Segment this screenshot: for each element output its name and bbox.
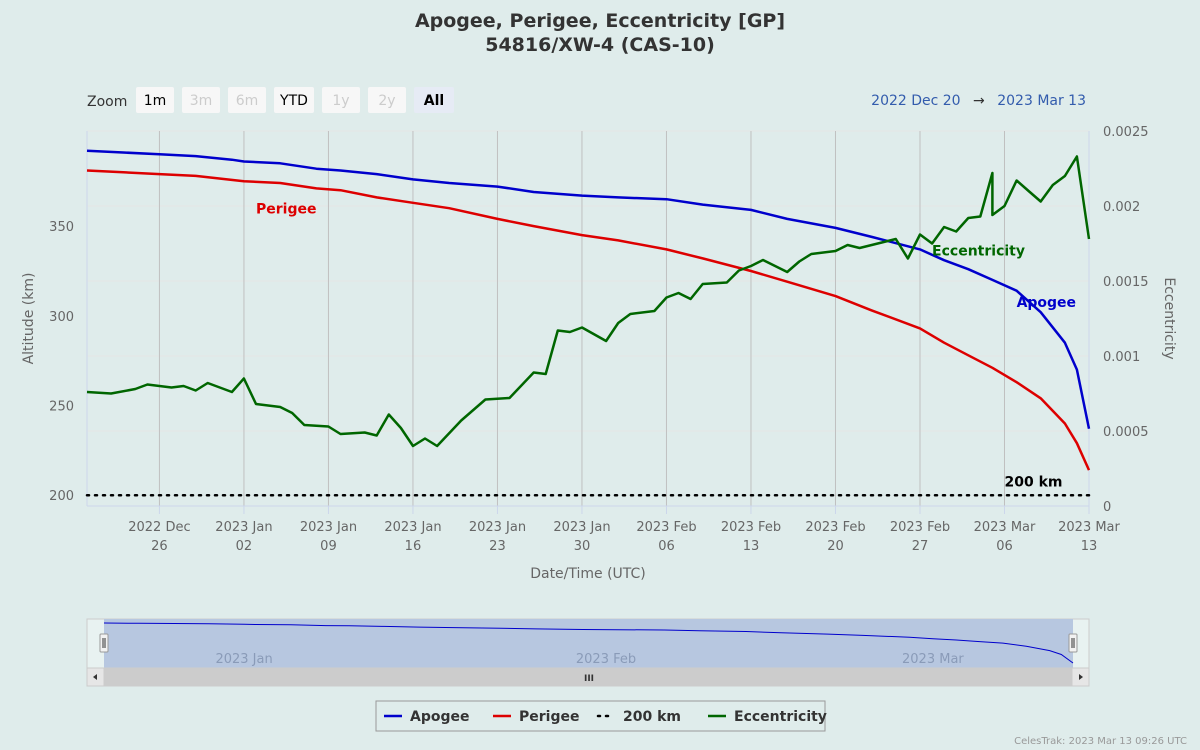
series-labels: Apogee Perigee 200 km Eccentricity — [256, 202, 1076, 491]
zoom-button-all[interactable]: All — [414, 87, 454, 113]
range-from[interactable]: 2022 Dec 20 — [871, 93, 960, 109]
navigator[interactable]: 2023 Jan 2023 Feb 2023 Mar III — [86, 618, 1090, 687]
legend-label: 200 km — [623, 709, 681, 725]
series-line-perigee — [86, 169, 1091, 471]
zoom-button-1y[interactable]: 1y — [322, 87, 360, 113]
series-label-perigee: Perigee — [256, 202, 316, 218]
zoom-button-bg — [322, 87, 360, 113]
navigator-handle-right[interactable] — [1068, 633, 1078, 653]
y2-tick-label: 0.0025 — [1103, 125, 1149, 140]
zoom-label: Zoom — [87, 94, 127, 110]
zoom-button-label: 1m — [144, 93, 167, 109]
zoom-button-label: All — [424, 93, 444, 109]
zoom-button-bg — [274, 87, 314, 113]
navigator-label: 2023 Jan — [215, 652, 272, 667]
zoom-button-label: YTD — [279, 93, 308, 109]
zoom-button-6m[interactable]: 6m — [228, 87, 266, 113]
series-group — [85, 149, 1091, 497]
handle-body — [1068, 633, 1078, 653]
x-tick-label: 2023 Jan 16 — [384, 520, 441, 554]
y-tick-label: 350 — [49, 220, 74, 235]
navigator-selection[interactable] — [104, 619, 1073, 668]
axes: 200 250 300 350 0 0.0005 0.001 0.0015 0.002 0.002… — [21, 125, 1177, 582]
zoom-button-bg — [228, 87, 266, 113]
navigator-handle-left[interactable] — [99, 633, 109, 653]
x-tick-label: 2023 Mar 06 — [974, 520, 1036, 554]
legend-label: Perigee — [519, 709, 579, 725]
x-tick-label: 2023 Feb 13 — [721, 520, 781, 554]
scrollbar-grip: III — [584, 674, 594, 684]
zoom-button-label: 3m — [190, 93, 213, 109]
x-tick-label: 2023 Mar 13 — [1058, 520, 1120, 554]
navigator-label: 2023 Feb — [576, 652, 636, 667]
y-tick-label: 250 — [49, 400, 74, 415]
navigator-label: 2023 Mar — [902, 652, 964, 667]
credit-text: CelesTrak: 2023 Mar 13 09:26 UTC — [1014, 736, 1187, 747]
scrollbar[interactable]: III — [86, 667, 1090, 687]
range-display: 2022 Dec 20 → 2023 Mar 13 — [871, 93, 1086, 109]
y-axis-title: Altitude (km) — [21, 273, 37, 365]
legend-label: Eccentricity — [734, 709, 827, 725]
legend: Apogee Perigee 200 km Eccentricity — [375, 700, 827, 732]
zoom-button-label: 2y — [378, 93, 395, 109]
x-tick-label: 2023 Jan 23 — [469, 520, 526, 554]
zoom-button-label: 6m — [236, 93, 259, 109]
x-axis-title: Date/Time (UTC) — [530, 566, 646, 582]
series-label-200-km: 200 km — [1004, 474, 1062, 490]
x-tick-label: 2023 Jan 09 — [300, 520, 357, 554]
x-tick-label: 2023 Jan 02 — [215, 520, 272, 554]
legend-item-perigee[interactable]: Perigee — [493, 709, 579, 725]
scrollbar-thumb[interactable] — [104, 668, 1073, 686]
range-arrow: → — [973, 93, 985, 109]
zoom-button-bg — [368, 87, 406, 113]
x-tick-label: 2022 Dec 26 — [128, 520, 190, 554]
chart-title: Apogee, Perigee, Eccentricity [GP] — [415, 10, 785, 32]
zoom-button-bg — [136, 87, 174, 113]
navigator-series-line — [103, 622, 1074, 664]
zoom-button-1m[interactable]: 1m — [136, 87, 174, 113]
x-tick-label: 2023 Feb 27 — [890, 520, 950, 554]
zoom-button-ytd[interactable]: YTD — [274, 87, 314, 113]
left-arrow-icon — [93, 674, 97, 680]
series-label-apogee: Apogee — [1017, 295, 1077, 311]
handle-body — [99, 633, 109, 653]
x-tick-label: 2023 Jan 30 — [553, 520, 610, 554]
legend-item-eccentricity[interactable]: Eccentricity — [708, 709, 827, 725]
range-to[interactable]: 2023 Mar 13 — [997, 93, 1086, 109]
y2-tick-label: 0 — [1103, 500, 1111, 515]
x-tick-label: 2023 Feb 20 — [805, 520, 865, 554]
series-line-eccentricity — [86, 155, 1091, 448]
series-line-apogee — [86, 149, 1091, 430]
zoom-button-label: 1y — [332, 93, 349, 109]
y2-tick-label: 0.0005 — [1103, 425, 1149, 440]
zoom-button-bg — [414, 87, 454, 113]
y2-tick-label: 0.002 — [1103, 200, 1140, 215]
legend-label: Apogee — [410, 709, 470, 725]
scrollbar-right-arrow[interactable] — [1071, 667, 1090, 687]
legend-item-apogee[interactable]: Apogee — [384, 709, 470, 725]
y-tick-label: 200 — [49, 489, 74, 504]
right-arrow-icon — [1079, 674, 1083, 680]
y2-axis-title: Eccentricity — [1161, 277, 1177, 359]
y-tick-label: 300 — [49, 310, 74, 325]
legend-box — [375, 700, 826, 732]
scrollbar-left-arrow[interactable] — [86, 667, 105, 687]
zoom-buttons: 1m 3m 6m YTD 1y 2y All — [136, 87, 454, 113]
plot-grid — [87, 130, 1090, 507]
x-tick-label: 2023 Feb 06 — [636, 520, 696, 554]
y2-tick-label: 0.001 — [1103, 350, 1140, 365]
series-label-eccentricity: Eccentricity — [932, 244, 1025, 260]
zoom-button-bg — [182, 87, 220, 113]
chart-subtitle: 54816/XW-4 (CAS-10) — [485, 34, 715, 56]
zoom-button-3m[interactable]: 3m — [182, 87, 220, 113]
y2-tick-label: 0.0015 — [1103, 275, 1149, 290]
legend-item-200-km[interactable]: 200 km — [596, 709, 681, 725]
zoom-button-2y[interactable]: 2y — [368, 87, 406, 113]
